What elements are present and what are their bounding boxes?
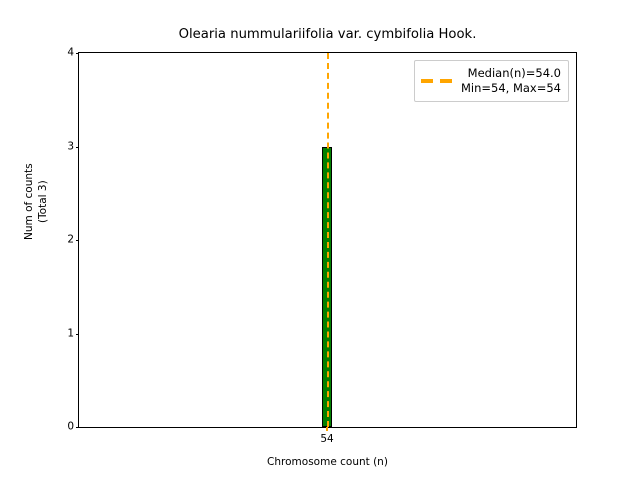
y-tick-label: 3: [67, 140, 74, 152]
y-axis-label-line1: Num of counts: [23, 163, 35, 240]
legend-median-label: Median(n)=54.0: [467, 66, 561, 80]
legend-dash-segment: [439, 79, 452, 83]
x-tick-mark: [325, 427, 328, 431]
y-tick-label: 4: [67, 46, 74, 59]
y-tick-label: 0: [67, 420, 74, 433]
median-reference-line: [327, 53, 329, 427]
x-axis-label: Chromosome count (n): [267, 456, 388, 468]
page-title: Olearia nummulariifolia var. cymbifolia …: [178, 27, 477, 42]
plot-inner: [79, 53, 576, 427]
plot-area: 0 1 2 3 4 54: [67, 47, 577, 445]
legend-dash-segment: [420, 79, 433, 83]
chart-legend: Median(n)=54.0 Min=54, Max=54: [413, 60, 569, 102]
y-tick-mark: [75, 333, 79, 335]
y-tick-mark: [75, 427, 79, 428]
y-axis-label: Num of counts (Total 3): [22, 163, 50, 240]
x-tick-label: 54: [320, 433, 334, 445]
y-tick-mark: [75, 53, 79, 54]
y-tick-label: 2: [67, 233, 74, 246]
y-axis-label-line2: (Total 3): [37, 180, 49, 224]
y-tick-label: 1: [67, 327, 74, 339]
legend-text: Median(n)=54.0 Min=54, Max=54: [461, 66, 561, 96]
legend-range-label: Min=54, Max=54: [460, 81, 561, 95]
y-tick-mark: [75, 146, 79, 148]
legend-line-sample-icon: [420, 75, 454, 87]
y-tick-mark: [75, 240, 79, 241]
